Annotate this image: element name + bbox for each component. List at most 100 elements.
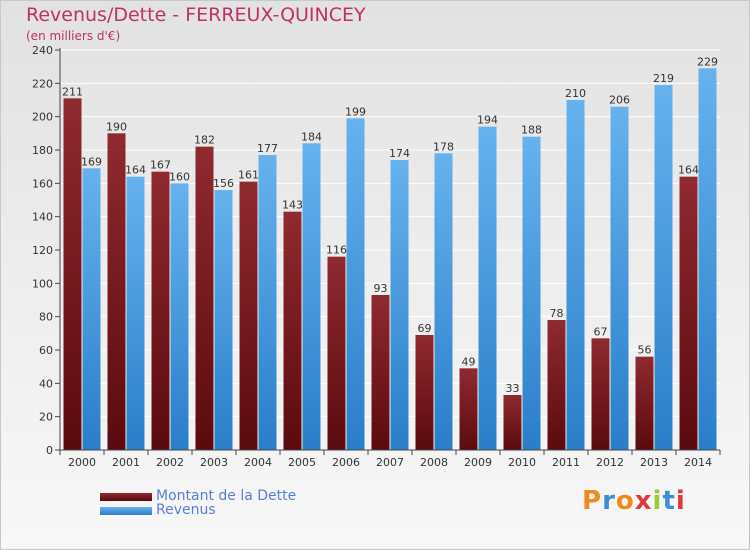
bar-dette (679, 176, 698, 450)
x-tick-label: 2004 (244, 456, 272, 469)
bar-dette (283, 211, 302, 450)
bar-revenus (478, 126, 497, 451)
x-tick-label: 2003 (200, 456, 228, 469)
data-label-dette: 78 (550, 307, 564, 320)
logo-letter: x (634, 486, 653, 516)
data-label-dette: 161 (238, 169, 259, 182)
bar-dette (107, 133, 126, 451)
y-tick-label: 80 (39, 311, 53, 324)
data-label-revenus: 156 (213, 177, 234, 190)
y-tick-label: 240 (32, 44, 53, 57)
data-label-revenus: 210 (565, 87, 586, 100)
data-label-revenus: 178 (433, 140, 454, 153)
logo-letter: i (652, 486, 663, 516)
data-label-dette: 182 (194, 134, 215, 147)
data-label-dette: 33 (506, 382, 520, 395)
y-tick-label: 60 (39, 344, 53, 357)
chart-title: Revenus/Dette - FERREUX-QUINCEY (26, 4, 366, 26)
x-tick-label: 2005 (288, 456, 316, 469)
bar-dette (151, 171, 170, 450)
x-tick-label: 2007 (376, 456, 404, 469)
data-label-dette: 67 (594, 325, 608, 338)
bar-dette (547, 320, 566, 450)
y-tick-label: 220 (32, 77, 53, 90)
logo-letter: r (602, 486, 616, 516)
bar-dette (459, 368, 478, 450)
data-label-dette: 190 (106, 120, 127, 133)
data-label-revenus: 160 (169, 170, 190, 183)
data-label-dette: 143 (282, 199, 303, 212)
y-tick-label: 180 (32, 144, 53, 157)
bar-dette (503, 395, 522, 450)
bar-revenus (698, 68, 717, 450)
bar-revenus (566, 100, 585, 450)
x-tick-label: 2014 (684, 456, 712, 469)
bar-revenus (82, 168, 101, 451)
bar-revenus (126, 176, 145, 450)
data-label-revenus: 229 (697, 55, 718, 68)
x-tick-label: 2009 (464, 456, 492, 469)
data-label-revenus: 188 (521, 124, 542, 137)
bar-revenus (522, 136, 541, 450)
bar-revenus (170, 183, 189, 451)
x-tick-label: 2000 (68, 456, 96, 469)
y-tick-label: 140 (32, 211, 53, 224)
x-tick-label: 2012 (596, 456, 624, 469)
logo-letter: P (582, 486, 603, 516)
proxiti-logo: Proxiti (582, 486, 686, 516)
data-label-dette: 211 (62, 85, 83, 98)
y-tick-label: 20 (39, 411, 53, 424)
x-tick-label: 2006 (332, 456, 360, 469)
legend-label-dette: Montant de la Dette (156, 488, 297, 504)
data-label-revenus: 177 (257, 142, 278, 155)
y-tick-label: 100 (32, 277, 53, 290)
x-tick-label: 2011 (552, 456, 580, 469)
data-label-revenus: 164 (125, 164, 146, 177)
bar-dette (591, 338, 610, 450)
data-label-dette: 56 (638, 344, 652, 357)
data-label-revenus: 169 (81, 155, 102, 168)
y-tick-label: 0 (46, 444, 53, 457)
data-label-revenus: 184 (301, 130, 322, 143)
y-tick-label: 200 (32, 111, 53, 124)
x-tick-label: 2002 (156, 456, 184, 469)
bar-dette (195, 146, 214, 450)
x-tick-label: 2013 (640, 456, 668, 469)
bar-revenus (346, 118, 365, 450)
bar-dette (371, 295, 390, 450)
y-tick-label: 40 (39, 377, 53, 390)
data-label-dette: 167 (150, 159, 171, 172)
axes: 0 20 40 60 80 100 120 140 160 180 200 220 240 2000 200… (32, 44, 721, 469)
bar-dette (415, 335, 434, 450)
data-label-dette: 49 (462, 355, 476, 368)
bars (63, 68, 717, 451)
bar-revenus (302, 143, 321, 451)
bar-revenus (654, 85, 673, 450)
data-label-revenus: 194 (477, 114, 498, 127)
bar-dette (635, 356, 654, 450)
x-tick-label: 2010 (508, 456, 536, 469)
legend-swatch-revenus (100, 507, 152, 515)
bar-dette (327, 256, 346, 450)
x-tick-label: 2001 (112, 456, 140, 469)
y-tick-label: 120 (32, 244, 53, 257)
y-tick-label: 160 (32, 177, 53, 190)
legend-swatch-dette (100, 493, 152, 501)
x-tick-label: 2008 (420, 456, 448, 469)
data-label-dette: 164 (678, 164, 699, 177)
data-label-revenus: 199 (345, 105, 366, 118)
chart-subtitle: (en milliers d'€) (26, 29, 121, 43)
bar-revenus (434, 153, 453, 451)
data-label-dette: 93 (374, 282, 388, 295)
logo-letter: i (675, 486, 686, 516)
data-label-revenus: 174 (389, 147, 410, 160)
data-label-revenus: 206 (609, 94, 630, 107)
data-label-revenus: 219 (653, 72, 674, 85)
bar-dette (239, 181, 258, 450)
logo-letter: t (662, 486, 676, 516)
bar-revenus (610, 106, 629, 451)
data-label-dette: 69 (418, 322, 432, 335)
legend-label-revenus: Revenus (156, 502, 216, 518)
